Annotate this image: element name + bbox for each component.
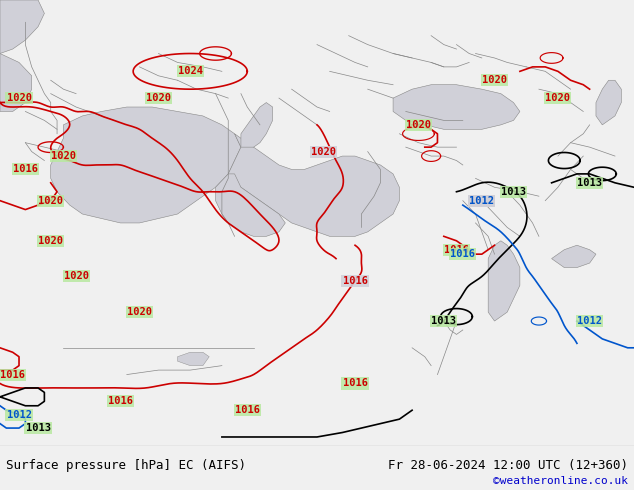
Text: 1020: 1020 [545, 93, 571, 103]
Polygon shape [0, 0, 44, 53]
Polygon shape [178, 352, 209, 366]
Text: 1020: 1020 [311, 147, 336, 157]
Text: 1016: 1016 [235, 405, 260, 415]
Text: 1016: 1016 [108, 396, 133, 406]
Polygon shape [216, 174, 285, 236]
Text: 1016: 1016 [342, 276, 368, 286]
Text: 1024: 1024 [178, 66, 203, 76]
Text: 1012: 1012 [469, 196, 495, 206]
Text: 1020: 1020 [6, 93, 32, 103]
Text: 1016: 1016 [444, 245, 469, 255]
Text: 1013: 1013 [431, 316, 456, 326]
Text: 1020: 1020 [127, 307, 152, 317]
Text: 1016: 1016 [342, 378, 368, 389]
Polygon shape [552, 245, 596, 268]
Text: 1020: 1020 [63, 271, 89, 281]
Polygon shape [228, 134, 399, 236]
Text: ©weatheronline.co.uk: ©weatheronline.co.uk [493, 476, 628, 486]
Text: 1020: 1020 [146, 93, 171, 103]
Text: 1012: 1012 [577, 316, 602, 326]
Text: 1020: 1020 [482, 75, 507, 85]
Text: 1020: 1020 [51, 151, 76, 161]
Polygon shape [51, 107, 241, 223]
Text: 1020: 1020 [38, 236, 63, 246]
Text: 1012: 1012 [469, 196, 495, 206]
Text: 1020: 1020 [38, 196, 63, 206]
Polygon shape [0, 53, 32, 112]
Text: 1020: 1020 [406, 120, 431, 130]
Polygon shape [393, 85, 520, 129]
Text: 1012: 1012 [6, 410, 32, 420]
Polygon shape [241, 102, 273, 147]
Text: 1013: 1013 [501, 187, 526, 197]
Text: 1016: 1016 [0, 369, 25, 380]
Polygon shape [488, 241, 520, 321]
Text: 1013: 1013 [577, 178, 602, 188]
Polygon shape [596, 80, 621, 125]
Text: 1016: 1016 [13, 165, 38, 174]
Text: 1013: 1013 [25, 423, 51, 433]
Text: Surface pressure [hPa] EC (AIFS): Surface pressure [hPa] EC (AIFS) [6, 459, 247, 472]
Text: 1016: 1016 [450, 249, 476, 259]
Text: Fr 28-06-2024 12:00 UTC (12+360): Fr 28-06-2024 12:00 UTC (12+360) [387, 459, 628, 472]
